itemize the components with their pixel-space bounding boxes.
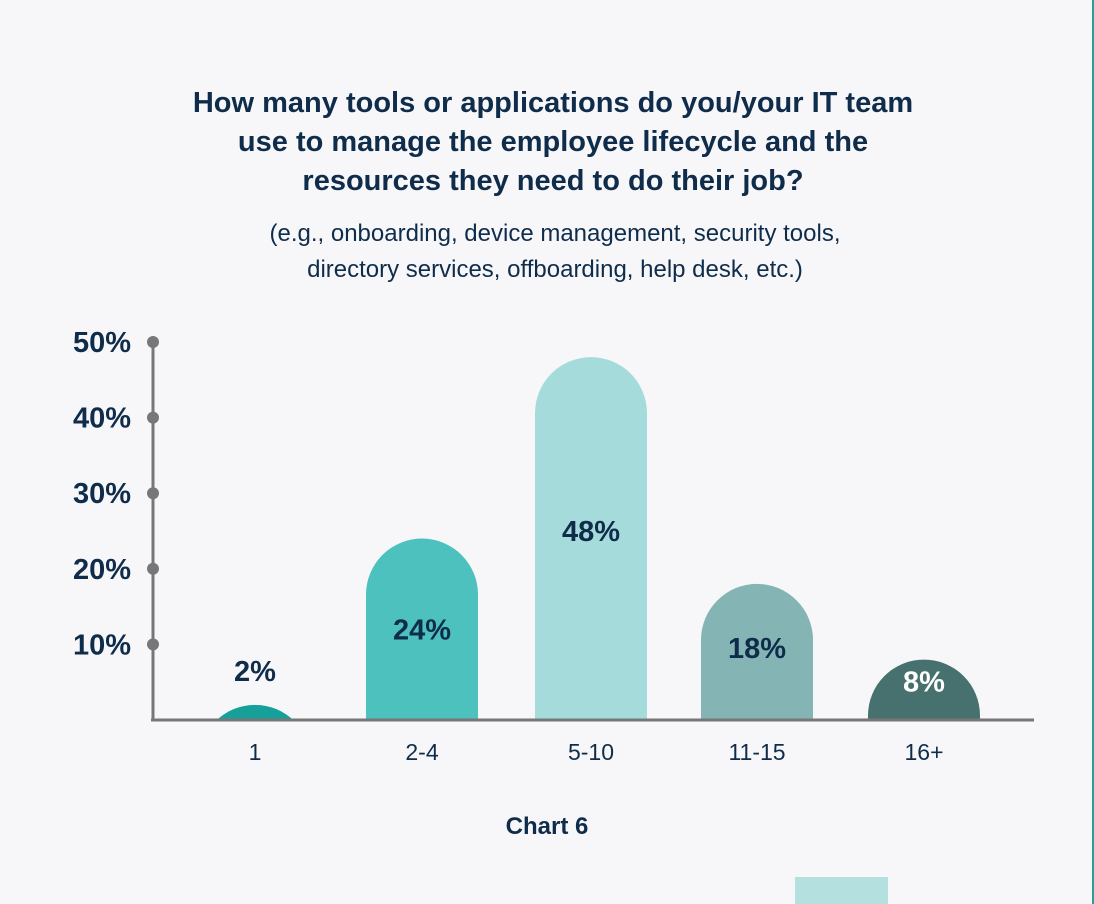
data-label: 2% — [234, 656, 276, 688]
x-tick-label: 16+ — [904, 739, 943, 765]
y-tick-label: 40% — [73, 403, 131, 435]
y-tick-dot — [147, 638, 159, 651]
y-tick-label: 10% — [73, 629, 131, 661]
y-tick-label: 20% — [73, 554, 131, 586]
y-tick-label: 30% — [73, 478, 131, 510]
decorative-block — [795, 877, 888, 904]
bar-5-10 — [535, 357, 647, 720]
title-line: resources they need to do their job? — [302, 165, 804, 197]
data-label: 18% — [728, 633, 786, 665]
x-tick-label: 11-15 — [728, 739, 785, 765]
subtitle-line: directory services, offboarding, help de… — [307, 256, 803, 283]
data-label: 48% — [562, 516, 620, 548]
bar-11-15 — [701, 583, 813, 720]
chart-title: How many tools or applications do you/yo… — [0, 84, 1094, 201]
y-tick-dot — [147, 487, 159, 500]
subtitle-line: (e.g., onboarding, device management, se… — [269, 220, 841, 247]
chart-subtitle: (e.g., onboarding, device management, se… — [0, 216, 1094, 288]
y-tick-label: 50% — [73, 327, 131, 359]
y-tick-dot — [147, 411, 159, 424]
page-edge — [1092, 0, 1094, 904]
y-tick-dot — [147, 562, 159, 575]
x-tick-label: 2-4 — [405, 739, 438, 765]
data-label: 24% — [393, 615, 451, 647]
x-tick-label: 1 — [249, 739, 262, 765]
title-line: How many tools or applications do you/yo… — [192, 87, 914, 119]
chart-caption: Chart 6 — [505, 813, 589, 840]
title-line: use to manage the employee lifecycle and… — [237, 126, 869, 158]
bar-2-4 — [366, 538, 478, 720]
y-tick-dot — [147, 336, 159, 348]
x-tick-label: 5-10 — [568, 739, 614, 765]
data-label: 8% — [903, 667, 945, 699]
bar-16+ — [868, 659, 980, 720]
bar-1 — [216, 704, 294, 720]
